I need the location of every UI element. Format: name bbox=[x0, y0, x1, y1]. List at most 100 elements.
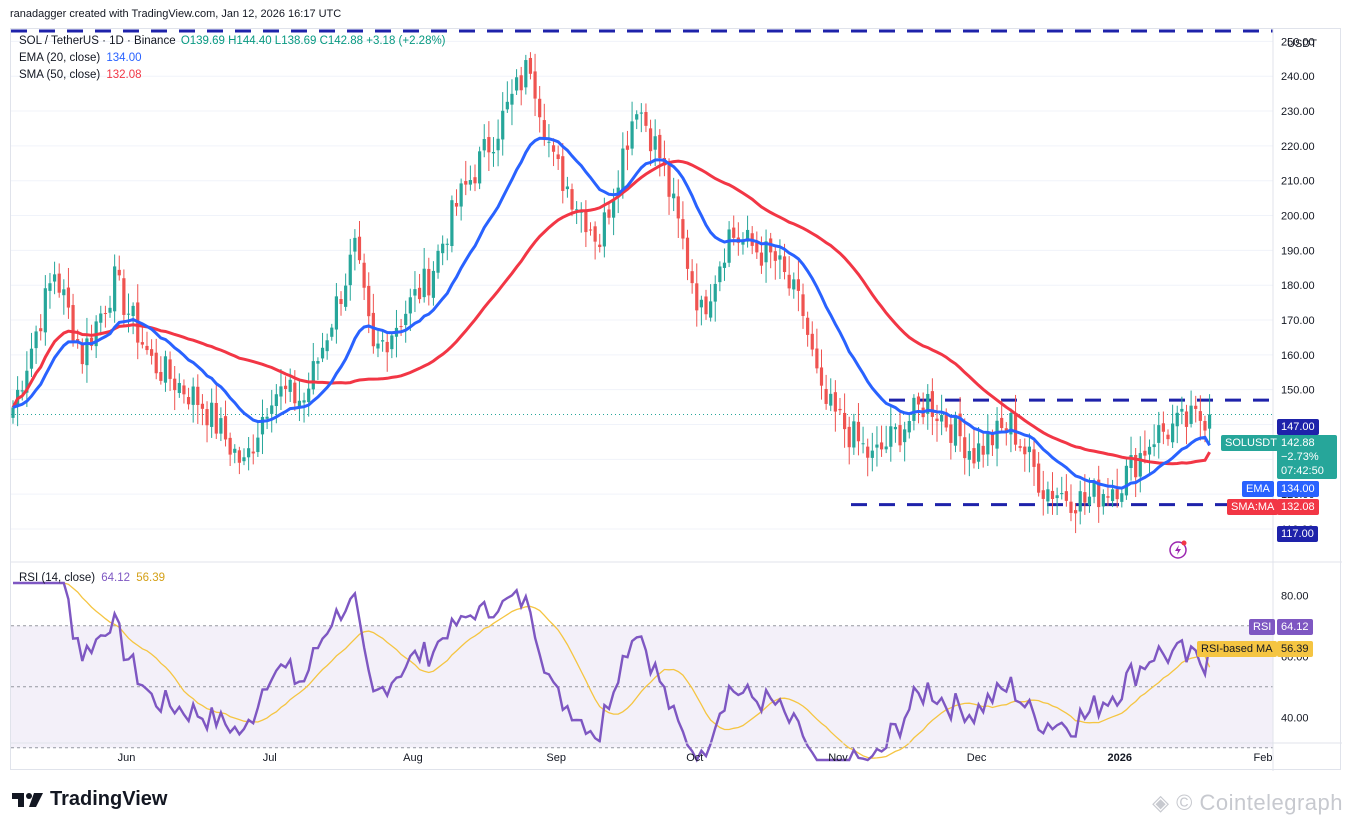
candle-body bbox=[866, 446, 870, 458]
candle-body bbox=[912, 397, 916, 421]
candle-body bbox=[427, 268, 431, 296]
candle-body bbox=[99, 313, 103, 323]
candle-body bbox=[1203, 420, 1207, 431]
candle-body bbox=[186, 397, 191, 405]
legend-ema-row[interactable]: EMA (20, close) 134.00 bbox=[19, 52, 142, 64]
price-tick-label: 180.00 bbox=[1281, 280, 1315, 292]
candle-body bbox=[547, 141, 551, 143]
sma-value-tag: 132.08 bbox=[1277, 499, 1319, 515]
watermark-text: Cointelegraph bbox=[1199, 790, 1343, 815]
candle-body bbox=[150, 349, 154, 356]
candle-body bbox=[1060, 493, 1064, 495]
candle-body bbox=[1124, 465, 1129, 496]
candle-body bbox=[302, 400, 306, 403]
legend-ema-value: 134.00 bbox=[106, 52, 142, 64]
last-price: 142.88 bbox=[1281, 437, 1315, 449]
candle-body bbox=[570, 189, 574, 210]
candle-body bbox=[177, 382, 181, 393]
price-change: −2.73% bbox=[1281, 451, 1319, 463]
legend-sma-row[interactable]: SMA (50, close) 132.08 bbox=[19, 69, 142, 81]
lightning-icon[interactable] bbox=[1169, 540, 1187, 559]
candle-body bbox=[745, 229, 750, 242]
rsi-tick-label: 40.00 bbox=[1281, 712, 1309, 724]
candle-body bbox=[307, 388, 311, 403]
candle-body bbox=[879, 442, 884, 450]
candle-body bbox=[667, 164, 671, 197]
candle-body bbox=[496, 138, 500, 151]
legend-rsi-row[interactable]: RSI (14, close) 64.12 56.39 bbox=[19, 572, 165, 584]
candle-body bbox=[454, 203, 459, 207]
candle-body bbox=[1147, 446, 1152, 455]
tradingview-wordmark: TradingView bbox=[50, 788, 168, 810]
candle-body bbox=[944, 412, 948, 428]
candle-body bbox=[473, 177, 477, 184]
candle-body bbox=[1134, 454, 1138, 478]
candle-body bbox=[357, 236, 362, 261]
candle-body bbox=[205, 409, 209, 426]
candle-body bbox=[514, 77, 519, 91]
candle-body bbox=[450, 200, 454, 247]
time-tick-label: Oct bbox=[686, 752, 703, 764]
candle-body bbox=[501, 110, 505, 140]
chart-canvas[interactable]: 110.00120.00130.00140.00150.00160.00170.… bbox=[11, 29, 1342, 771]
candle-body bbox=[1018, 446, 1022, 448]
candle-body bbox=[25, 370, 29, 393]
candle-body bbox=[200, 403, 205, 409]
candle-body bbox=[1207, 414, 1212, 429]
candle-body bbox=[986, 433, 990, 455]
candle-body bbox=[173, 378, 177, 391]
candle-body bbox=[80, 342, 84, 365]
candle-body bbox=[930, 391, 934, 417]
candle-body bbox=[1074, 510, 1078, 514]
candle-body bbox=[538, 98, 542, 118]
candle-body bbox=[108, 307, 112, 313]
candle-body bbox=[1013, 414, 1018, 445]
rsi-ma-name-tag: RSI-based MA bbox=[1197, 641, 1277, 657]
candle-body bbox=[528, 57, 533, 74]
candle-body bbox=[533, 71, 537, 99]
candle-body bbox=[843, 412, 847, 430]
price-tick-label: 170.00 bbox=[1281, 315, 1315, 327]
candle-body bbox=[1194, 405, 1198, 409]
legend-sma-value: 132.08 bbox=[106, 69, 142, 81]
candle-body bbox=[491, 151, 496, 154]
candle-body bbox=[274, 394, 278, 407]
price-tick-label: 160.00 bbox=[1281, 350, 1315, 362]
candle-body bbox=[1152, 444, 1156, 448]
currency-label[interactable]: USDT bbox=[1287, 38, 1317, 50]
candle-body bbox=[126, 313, 131, 315]
candle-body bbox=[487, 137, 491, 153]
candle-body bbox=[113, 266, 117, 312]
candle-body bbox=[510, 93, 514, 105]
legend-symbol[interactable]: SOL / TetherUS · 1D · Binance bbox=[19, 35, 176, 47]
candle-body bbox=[949, 424, 953, 443]
candle-body bbox=[976, 443, 981, 462]
candle-body bbox=[223, 416, 228, 440]
candle-body bbox=[838, 408, 842, 411]
candle-body bbox=[1087, 496, 1092, 506]
price-tick-label: 240.00 bbox=[1281, 71, 1315, 83]
candle-body bbox=[718, 266, 722, 283]
candle-body bbox=[390, 335, 394, 350]
time-tick-label: Sep bbox=[546, 752, 566, 764]
candle-body bbox=[1046, 489, 1050, 502]
candle-body bbox=[889, 426, 893, 447]
candle-body bbox=[635, 114, 639, 120]
candle-body bbox=[376, 343, 380, 349]
candle-body bbox=[847, 426, 851, 448]
candle-body bbox=[602, 212, 606, 247]
chart-frame[interactable]: 110.00120.00130.00140.00150.00160.00170.… bbox=[10, 28, 1342, 771]
candle-body bbox=[311, 361, 315, 390]
rsi-name-tag: RSI bbox=[1249, 619, 1276, 635]
candle-body bbox=[856, 421, 861, 442]
candle-body bbox=[265, 416, 269, 419]
candle-body bbox=[62, 289, 66, 296]
candle-body bbox=[958, 413, 962, 437]
candle-body bbox=[283, 385, 288, 390]
sma-50-line bbox=[11, 159, 1211, 466]
candle-body bbox=[464, 181, 468, 185]
candle-body bbox=[1032, 449, 1036, 467]
candle-body bbox=[875, 444, 879, 448]
ema-name-tag: EMA bbox=[1242, 481, 1274, 497]
tradingview-logo[interactable]: TradingView bbox=[12, 788, 167, 811]
